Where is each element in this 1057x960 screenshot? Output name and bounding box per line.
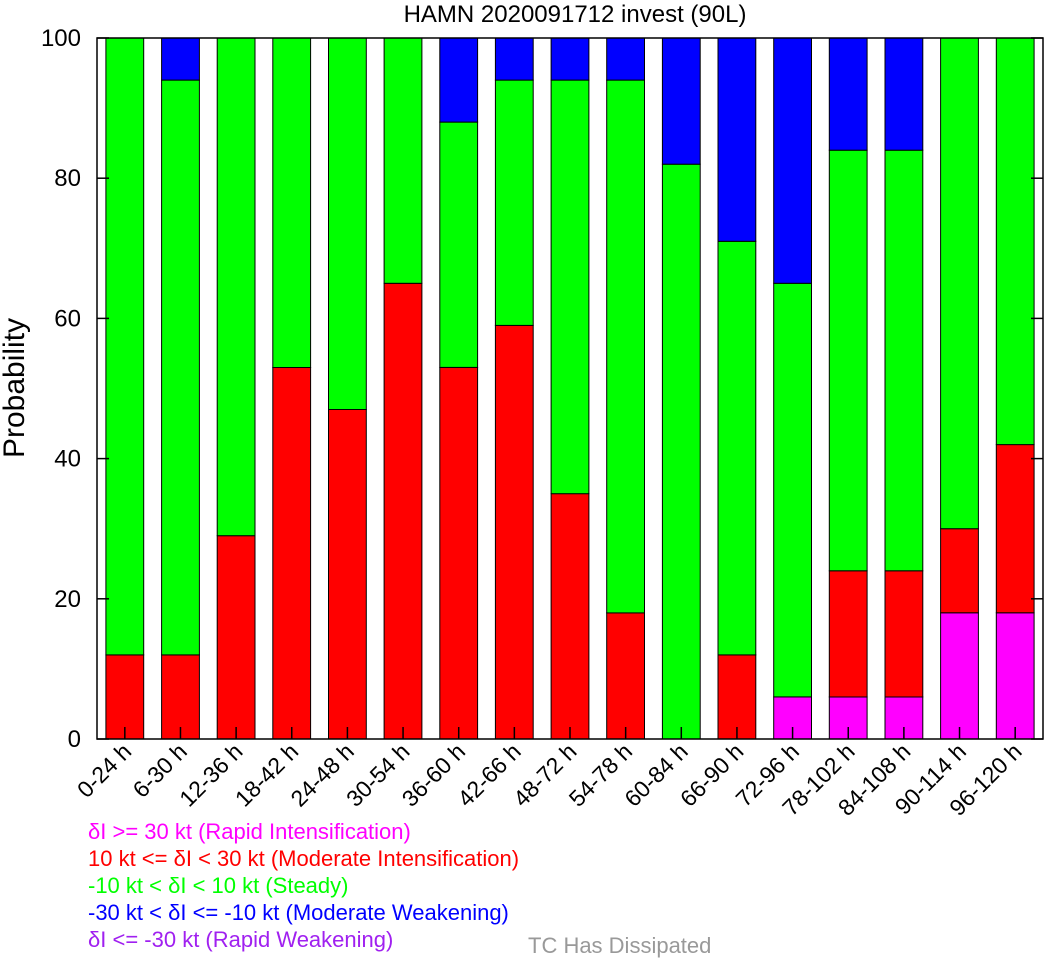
- y-axis-label: Probability: [0, 318, 31, 458]
- bar-segment: [383, 37, 423, 284]
- bar-segment: [439, 367, 479, 740]
- bar-segment: [105, 37, 145, 656]
- bar-segment: [940, 612, 979, 740]
- bar-segment: [606, 37, 646, 81]
- bar-segment: [494, 37, 534, 81]
- bar-segment: [661, 37, 701, 165]
- bar-segment: [272, 367, 312, 740]
- bar-segment: [328, 409, 367, 740]
- bar-segment: [717, 654, 757, 740]
- bar-segment: [828, 37, 868, 151]
- bars-group: [105, 37, 1035, 740]
- x-tick-labels: 0-24 h6-30 h12-36 h18-42 h24-48 h30-54 h…: [72, 738, 1027, 820]
- bar-segment: [606, 612, 646, 740]
- bar-segment: [550, 37, 590, 81]
- bar-segment: [439, 37, 479, 123]
- y-tick-label: 40: [54, 446, 81, 473]
- y-tick-label: 0: [68, 726, 81, 753]
- stacked-bar-chart: HAMN 2020091712 invest (90L) Probability…: [0, 1, 1044, 820]
- bar-segment: [773, 282, 813, 698]
- bar-segment: [940, 528, 979, 614]
- bar-segment: [717, 240, 757, 656]
- y-tick-labels: 0 20 40 60 80 100: [41, 25, 81, 753]
- bar-segment: [272, 37, 312, 368]
- bar-segment: [383, 282, 423, 740]
- legend-entry-steady: -10 kt < δI < 10 kt (Steady): [88, 873, 349, 898]
- axes-group: [96, 37, 1044, 740]
- x-tick-label: 0-24 h: [72, 738, 137, 803]
- legend-entry-dissipated: TC Has Dissipated: [528, 933, 712, 958]
- bar-segment: [105, 654, 145, 740]
- bar-segment: [550, 493, 590, 740]
- bar-segment: [940, 37, 979, 530]
- legend-entry-rapid-weakening: δI <= -30 kt (Rapid Weakening): [88, 927, 394, 952]
- bar-segment: [995, 444, 1035, 614]
- bar-segment: [884, 570, 924, 698]
- bar-segment: [550, 79, 590, 495]
- legend-entry-moderate-weakening: -30 kt < δI <= -10 kt (Moderate Weakenin…: [88, 900, 509, 925]
- bar-segment: [216, 37, 256, 537]
- legend-entry-rapid-intensification: δI >= 30 kt (Rapid Intensification): [88, 819, 411, 844]
- legend: δI >= 30 kt (Rapid Intensification) 10 k…: [88, 818, 988, 953]
- bar-segment: [995, 37, 1035, 446]
- bar-segment: [773, 37, 813, 284]
- bar-segment: [161, 654, 200, 740]
- bar-segment: [606, 79, 646, 614]
- y-tick-label: 60: [54, 305, 81, 332]
- chart-title: HAMN 2020091712 invest (90L): [404, 1, 747, 28]
- bar-segment: [161, 79, 200, 656]
- bar-segment: [216, 535, 256, 740]
- y-tick-label: 20: [54, 586, 81, 613]
- bar-segment: [995, 612, 1035, 740]
- bar-segment: [717, 37, 757, 242]
- bar-segment: [828, 149, 868, 572]
- bar-segment: [328, 37, 367, 410]
- bar-segment: [884, 149, 924, 572]
- bar-segment: [828, 570, 868, 698]
- bar-segment: [439, 121, 479, 368]
- bar-segment: [884, 37, 924, 151]
- bar-segment: [661, 163, 701, 740]
- bar-segment: [494, 79, 534, 326]
- bar-segment: [161, 37, 200, 81]
- y-tick-label: 100: [41, 25, 81, 52]
- y-tick-label: 80: [54, 165, 81, 192]
- legend-entry-moderate-intensification: 10 kt <= δI < 30 kt (Moderate Intensific…: [88, 846, 520, 871]
- bar-segment: [494, 324, 534, 740]
